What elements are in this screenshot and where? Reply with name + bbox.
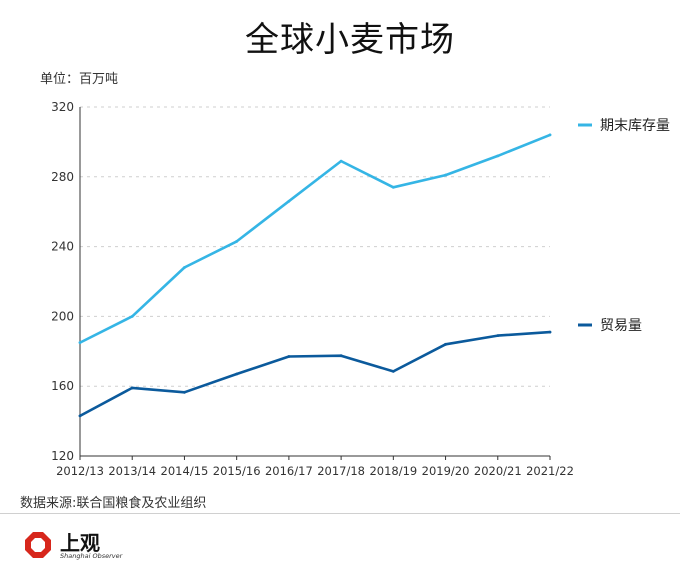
x-tick-label: 2013/14 <box>108 464 156 478</box>
data-point <box>391 369 395 373</box>
data-point <box>235 239 239 243</box>
brand-name: 上观 <box>60 531 100 555</box>
data-point <box>130 386 134 390</box>
data-point <box>339 159 343 163</box>
data-point <box>78 414 82 418</box>
legend-label-0: 期末库存量 <box>600 118 670 134</box>
y-tick-label: 240 <box>51 240 74 254</box>
x-tick-label: 2012/13 <box>56 464 104 478</box>
data-point <box>183 266 186 269</box>
source-note: 数据来源:联合国粮食及农业组织 <box>20 496 207 511</box>
divider <box>0 513 680 514</box>
brand-logo[interactable]: 上观 Shanghai Observer <box>18 524 138 568</box>
data-point <box>496 154 500 158</box>
grid-layer <box>80 106 550 387</box>
legend-label-1: 贸易量 <box>600 318 642 334</box>
brand-mark-icon <box>25 532 51 558</box>
data-point <box>130 315 134 318</box>
x-tick-label: 2017/18 <box>317 464 365 478</box>
x-tick-label: 2019/20 <box>422 464 470 478</box>
y-tick-label: 280 <box>51 170 74 184</box>
x-tick-label: 2020/21 <box>474 464 522 478</box>
series-line-1 <box>78 330 552 418</box>
y-tick-label: 200 <box>51 309 74 323</box>
line-chart: 120 160 200 240 280 320 2012/13 2013/14 2014/15 2… <box>51 100 670 478</box>
data-point <box>548 330 552 334</box>
y-tick-label: 160 <box>51 379 74 393</box>
data-point <box>391 185 395 189</box>
y-tick-label: 120 <box>51 449 74 463</box>
chart-title: 全球小麦市场 <box>245 20 455 60</box>
series-layer <box>78 133 552 418</box>
x-tick-label: 2016/17 <box>265 464 313 478</box>
data-point <box>235 372 239 376</box>
series-line-0 <box>78 133 552 344</box>
unit-label: 单位：百万吨 <box>40 72 119 87</box>
x-tick-label: 2015/16 <box>213 464 261 478</box>
y-tick-label: 320 <box>51 100 74 114</box>
data-point <box>444 173 447 177</box>
axis-layer: 120 160 200 240 280 320 2012/13 2013/14 2014/15 2… <box>51 100 574 478</box>
brand-subtitle: Shanghai Observer <box>60 552 123 560</box>
x-tick-label: 2021/22 <box>526 464 574 478</box>
data-point <box>287 199 291 203</box>
data-point <box>496 334 500 337</box>
x-tick-label: 2018/19 <box>369 464 417 478</box>
data-point <box>548 133 552 137</box>
data-point <box>183 390 186 394</box>
data-point <box>78 341 82 344</box>
data-point <box>444 342 447 346</box>
data-point <box>339 354 343 358</box>
x-tick-label: 2014/15 <box>161 464 209 478</box>
data-point <box>287 355 291 358</box>
